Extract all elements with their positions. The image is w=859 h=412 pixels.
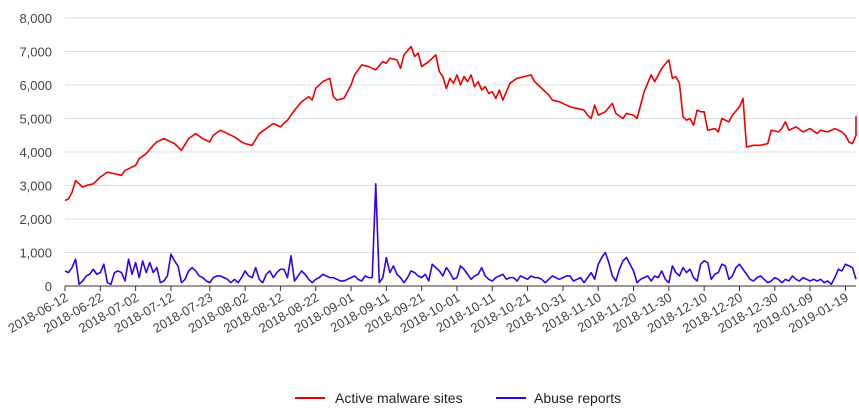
- y-tick-label: 3,000: [19, 179, 52, 194]
- gridlines: [65, 17, 856, 253]
- y-tick-label: 8,000: [19, 11, 52, 26]
- legend-item-active-malware-sites[interactable]: Active malware sites: [295, 390, 463, 406]
- x-axis-ticks: 2018-06-122018-06-222018-07-022018-07-12…: [5, 286, 851, 336]
- series-line-abuse-reports: [64, 183, 857, 286]
- y-tick-label: 2,000: [19, 212, 52, 227]
- y-tick-label: 5,000: [19, 112, 52, 127]
- y-tick-label: 4,000: [19, 145, 52, 160]
- legend-label-abuse-reports: Abuse reports: [534, 390, 621, 406]
- series-lines: [64, 45, 857, 286]
- legend-item-abuse-reports[interactable]: Abuse reports: [496, 390, 621, 406]
- y-axis-ticks: 0 1,000 2,000 3,000 4,000 5,000 6,000 7,000 8,00…: [19, 11, 52, 294]
- legend-label-active-malware-sites: Active malware sites: [335, 390, 463, 406]
- y-tick-label: 1,000: [19, 246, 52, 261]
- series-line-active-malware-sites: [64, 45, 857, 202]
- y-tick-label: 6,000: [19, 78, 52, 93]
- y-tick-label: 0: [45, 279, 52, 294]
- legend: Active malware sites Abuse reports: [295, 390, 621, 406]
- y-tick-label: 7,000: [19, 45, 52, 60]
